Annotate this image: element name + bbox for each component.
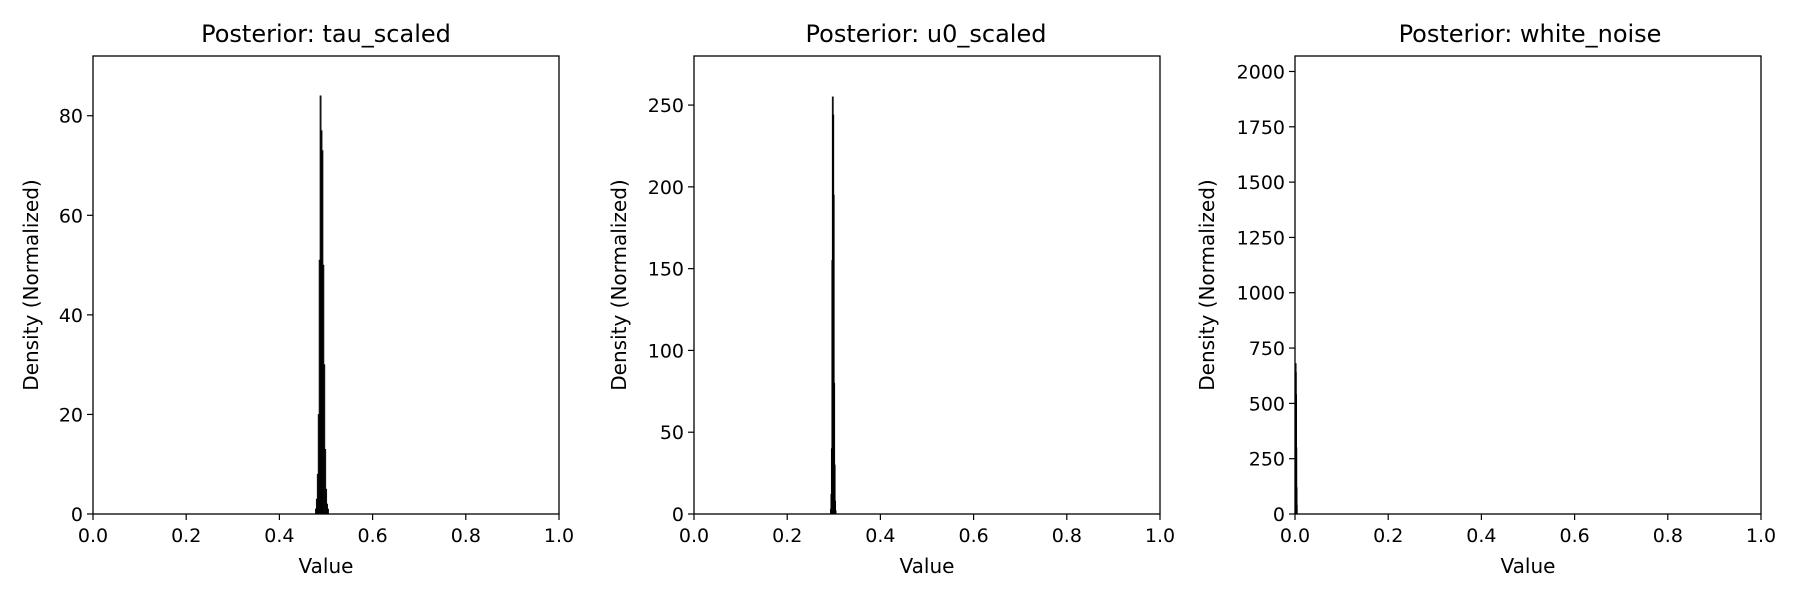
plot-frame <box>92 55 560 515</box>
x-tick-label: 0.4 <box>264 525 294 547</box>
x-tick-label: 0.0 <box>679 525 709 547</box>
subplot-white-noise: Posterior: white_noise 0.0 0.2 0.4 0.6 0.8 1.… <box>1195 20 1776 578</box>
y-tick-label: 150 <box>648 259 684 281</box>
plot-frame <box>1294 55 1762 515</box>
y-ticks: 0 20 40 60 80 <box>59 106 93 526</box>
histogram-bar <box>1295 504 1298 515</box>
histogram-bar <box>327 508 329 515</box>
x-tick-label: 0.8 <box>1052 525 1082 547</box>
chart-title: Posterior: white_noise <box>1399 20 1662 48</box>
x-tick-label: 0.6 <box>958 525 988 547</box>
y-axis-label: Density (Normalized) <box>607 179 631 390</box>
x-tick-label: 0.6 <box>357 525 387 547</box>
y-tick-label: 1750 <box>1237 117 1285 139</box>
chart-title: Posterior: u0_scaled <box>806 20 1047 48</box>
x-tick-label: 1.0 <box>1746 525 1776 547</box>
subplot-tau-scaled: Posterior: tau_scaled 0.0 0.2 0.4 0.6 0.8 1.0… <box>19 20 574 578</box>
x-tick-label: 0.4 <box>1466 525 1496 547</box>
y-tick-label: 40 <box>59 305 83 327</box>
y-ticks: 0 50 100 150 200 250 <box>648 95 694 526</box>
y-tick-label: 100 <box>648 340 684 362</box>
x-ticks: 0.0 0.2 0.4 0.6 0.8 1.0 <box>1280 514 1776 547</box>
x-tick-label: 0.8 <box>1653 525 1683 547</box>
y-tick-label: 1000 <box>1237 283 1285 305</box>
x-tick-label: 0.4 <box>865 525 895 547</box>
subplot-u0-scaled: Posterior: u0_scaled 0.0 0.2 0.4 0.6 0.8 1.0 … <box>607 20 1175 578</box>
y-axis-label: Density (Normalized) <box>1195 179 1219 390</box>
y-tick-label: 750 <box>1249 338 1285 360</box>
y-axis-label: Density (Normalized) <box>19 179 43 390</box>
x-tick-label: 1.0 <box>544 525 574 547</box>
y-tick-label: 80 <box>59 106 83 128</box>
chart-title: Posterior: tau_scaled <box>201 20 451 48</box>
x-axis-label: Value <box>299 554 354 578</box>
x-tick-label: 0.0 <box>1280 525 1310 547</box>
y-tick-label: 500 <box>1249 393 1285 415</box>
x-tick-label: 0.2 <box>772 525 802 547</box>
y-tick-label: 0 <box>672 504 684 526</box>
x-tick-label: 0.6 <box>1559 525 1589 547</box>
x-tick-label: 0.8 <box>451 525 481 547</box>
y-tick-label: 2000 <box>1237 61 1285 83</box>
y-tick-label: 20 <box>59 404 83 426</box>
x-tick-label: 0.2 <box>171 525 201 547</box>
x-ticks: 0.0 0.2 0.4 0.6 0.8 1.0 <box>679 514 1175 547</box>
x-axis-label: Value <box>900 554 955 578</box>
y-tick-label: 0 <box>1273 504 1285 526</box>
y-tick-label: 1500 <box>1237 172 1285 194</box>
y-tick-label: 50 <box>660 422 684 444</box>
plot-frame <box>693 55 1161 515</box>
x-tick-label: 0.0 <box>78 525 108 547</box>
x-tick-label: 0.2 <box>1373 525 1403 547</box>
x-tick-label: 1.0 <box>1145 525 1175 547</box>
y-tick-label: 1250 <box>1237 227 1285 249</box>
y-tick-label: 200 <box>648 177 684 199</box>
y-tick-label: 0 <box>71 504 83 526</box>
y-ticks: 0 250 500 750 1000 1250 1500 1750 2000 <box>1237 61 1295 526</box>
y-tick-label: 250 <box>648 95 684 117</box>
y-tick-label: 60 <box>59 205 83 227</box>
x-ticks: 0.0 0.2 0.4 0.6 0.8 1.0 <box>78 514 574 547</box>
y-tick-label: 250 <box>1249 449 1285 471</box>
x-axis-label: Value <box>1501 554 1556 578</box>
